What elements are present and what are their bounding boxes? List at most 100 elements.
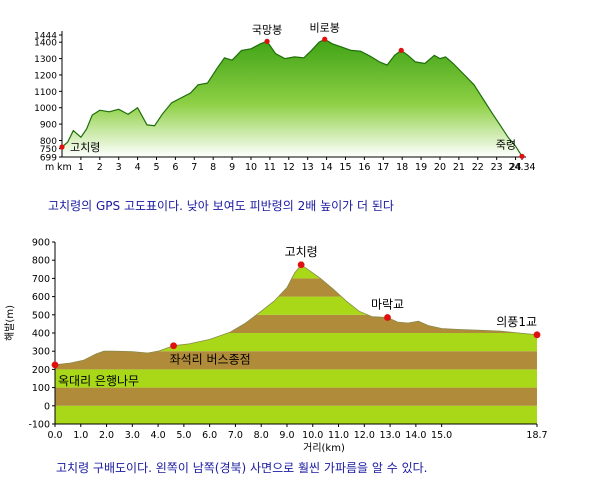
x-tick-label: 9: [229, 162, 235, 173]
x-tick-label: 9.0: [279, 430, 294, 441]
x-tick-label: 22: [472, 162, 484, 173]
bottom-chart-caption: 고치령 구배도이다. 왼쪽이 남쪽(경북) 사면으로 훨씬 가파름을 알 수 있…: [56, 461, 428, 475]
y-tick-label: 400: [32, 329, 50, 340]
elevation-band: [55, 264, 537, 279]
waypoint-label: 좌석리 버스종점: [170, 353, 251, 367]
y-tick-label: 900: [40, 121, 57, 131]
y-tick-label: 300: [32, 347, 50, 358]
y-tick-label: 1000: [34, 104, 57, 114]
waypoint-label: 국망봉: [252, 23, 282, 36]
waypoint-label: 고치령: [285, 245, 318, 259]
x-tick-label: 23: [491, 162, 503, 173]
x-tick-label: 8: [210, 162, 216, 173]
x-tick-label: 5: [153, 162, 159, 173]
x-tick-label: 5.0: [176, 430, 191, 441]
elevation-band: [55, 405, 537, 424]
x-tick-label: 7: [191, 162, 197, 173]
x-tick-label: 11: [264, 162, 276, 173]
x-tick-label: 20: [434, 162, 446, 173]
x-tick-label: 1.0: [73, 430, 88, 441]
x-tick-label: 0.0: [47, 430, 62, 441]
elevation-band: [55, 369, 537, 388]
x-tick-label: 1: [78, 162, 84, 173]
waypoint-label: 옥대리 은행나무: [58, 373, 139, 388]
waypoint-marker: [297, 261, 305, 269]
x-tick-label: 19: [415, 162, 427, 173]
x-tick-label: 13: [302, 162, 314, 173]
x-tick-label: 10.0: [302, 430, 323, 441]
elevation-band: [55, 278, 537, 297]
x-tick-label: 6.0: [202, 430, 217, 441]
x-tick-label: 11.0: [328, 430, 349, 441]
y-tick-label: 1300: [34, 55, 57, 65]
elevation-band: [55, 333, 537, 352]
waypoint-label: 고치령: [70, 141, 100, 154]
waypoint-marker: [170, 342, 177, 350]
elevation-band: [55, 351, 537, 370]
y-tick-label: 800: [32, 256, 50, 267]
x-tick-label: 15.0: [431, 430, 452, 441]
y-tick-label: 1100: [34, 88, 57, 98]
x-tick-label: 8.0: [254, 430, 269, 441]
waypoint-marker: [51, 361, 59, 369]
elevation-band: [55, 296, 537, 315]
gradient-profile-chart: 900 800 700 600 500 400 300 200 100 0 -1000.0 1.0 2.…: [3, 238, 548, 455]
profile-line: [54, 264, 538, 366]
elevation-band: [55, 314, 537, 333]
y-axis-unit: m: [45, 162, 54, 173]
waypoint-label: 의풍1교: [496, 315, 537, 329]
y-tick-label: 1400: [34, 39, 57, 49]
x-tick-label: 3: [116, 162, 122, 173]
x-tick-label: 4: [135, 162, 141, 173]
x-axis-title: 거리(km): [303, 442, 345, 454]
waypoint-marker: [533, 331, 541, 339]
y-tick-label: 200: [32, 365, 50, 376]
y-tick-label: 699: [40, 154, 57, 164]
x-tick-label: 10: [245, 162, 257, 173]
y-tick-label: 700: [32, 274, 50, 285]
waypoint-marker: [398, 47, 404, 53]
y-tick-label: -100: [28, 420, 50, 431]
y-tick-label: 900: [32, 238, 50, 249]
x-tick-label: 7.0: [228, 430, 243, 441]
x-tick-label: 21: [453, 162, 465, 173]
y-tick-label: 600: [32, 292, 50, 303]
y-tick-label: 500: [32, 310, 50, 321]
x-axis-unit: km: [57, 162, 72, 173]
x-tick-label: 18: [396, 162, 408, 173]
x-tick-label: 12.0: [354, 430, 375, 441]
x-tick-label: 2.0: [99, 430, 114, 441]
x-tick-label: 15: [339, 162, 351, 173]
elevation-area: [62, 39, 522, 157]
waypoint-marker: [264, 38, 270, 44]
x-tick-label: 13.0: [380, 430, 401, 441]
elevation-band: [55, 387, 537, 406]
y-tick-label: 750: [40, 145, 57, 155]
y-tick-label: 1200: [34, 71, 57, 81]
waypoint-marker: [384, 314, 391, 321]
x-tick-label: 24.34: [508, 162, 535, 173]
x-tick-label: 16: [358, 162, 370, 173]
waypoint-marker: [519, 153, 525, 159]
y-tick-label: 1444: [34, 32, 57, 42]
x-tick-label: 2: [97, 162, 103, 173]
waypoint-label: 비로봉: [310, 21, 340, 34]
waypoint-label: 마락교: [371, 298, 404, 312]
top-chart-caption: 고치령의 GPS 고도표이다. 낮아 보여도 피반령의 2배 높이가 더 된다: [48, 199, 394, 213]
x-tick-label: 24: [510, 162, 522, 173]
elevation-line: [61, 38, 523, 157]
y-tick-label: 100: [32, 383, 50, 394]
waypoint-marker: [59, 144, 65, 150]
x-tick-label: 18.7: [526, 430, 547, 441]
x-tick-label: 14: [321, 162, 333, 173]
x-tick-label: 12: [283, 162, 295, 173]
x-tick-label: 17: [377, 162, 389, 173]
waypoint-marker: [322, 36, 328, 42]
waypoint-label: 죽령: [496, 138, 516, 151]
y-tick-label: 0: [44, 401, 50, 412]
x-tick-label: 4.0: [151, 430, 166, 441]
x-tick-label: 3.0: [125, 430, 140, 441]
x-tick-label: 14.0: [405, 430, 426, 441]
y-tick-label: 800: [40, 137, 57, 147]
